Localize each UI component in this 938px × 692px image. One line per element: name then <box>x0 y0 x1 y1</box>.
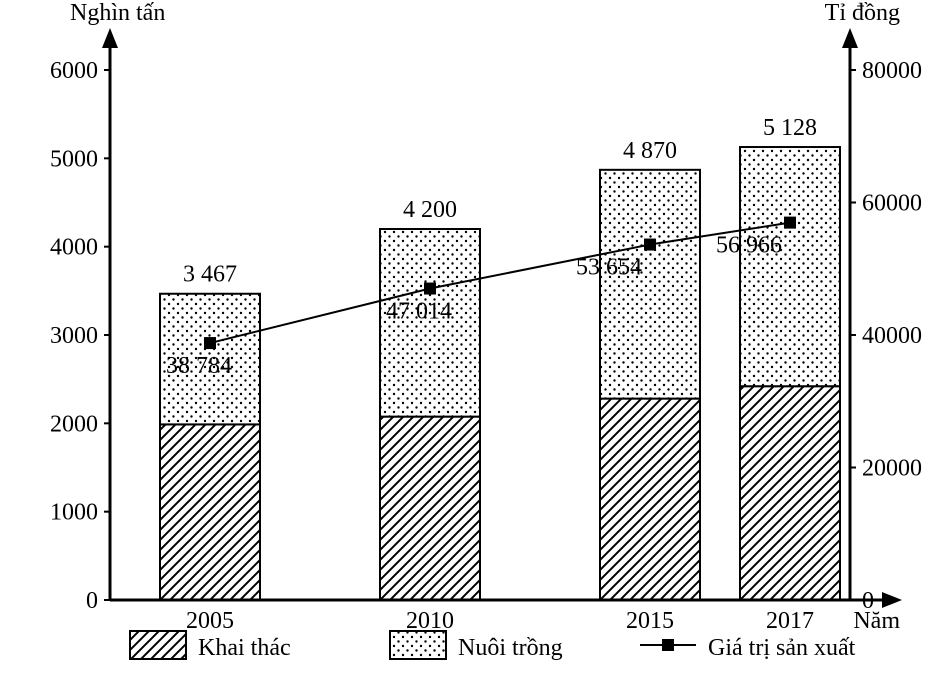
legend-swatch-khai-thac <box>130 631 186 659</box>
x-category-label: 2017 <box>766 608 814 634</box>
legend-label: Nuôi trồng <box>458 635 563 661</box>
bar-total-label: 5 128 <box>763 115 817 141</box>
bar-khai-thac <box>380 417 480 600</box>
y-right-ticks: 020000400006000080000 <box>850 58 922 614</box>
y-left-ticks: 0 1000 2000 3000 4000 5000 6000 <box>50 58 110 614</box>
line-marker <box>424 283 436 295</box>
y-left-tick: 1000 <box>50 500 98 526</box>
y-left-tick: 4000 <box>50 235 98 261</box>
y-right-tick: 40000 <box>862 323 922 349</box>
line-marker <box>784 217 796 229</box>
line-marker <box>644 239 656 251</box>
bar-khai-thac <box>740 386 840 600</box>
y-left-axis-title: Nghìn tấn <box>70 0 165 26</box>
y-left-tick: 2000 <box>50 411 98 437</box>
y-right-tick: 60000 <box>862 191 922 217</box>
chart-container: Nghìn tấn Tỉ đồng Năm 0 1000 2000 3000 4000 5… <box>0 0 938 692</box>
x-axis-title: Năm <box>853 608 900 634</box>
labels-group: 3 467 38 784 4 200 47 014 4 870 53 654 5 128 56… <box>166 115 817 379</box>
legend: Khai thác Nuôi trồng Giá trị sản xuất <box>130 631 856 661</box>
bars-group <box>160 147 840 600</box>
legend-line-marker <box>662 639 674 651</box>
bar-nuoi-trong <box>600 170 700 399</box>
value-line <box>210 223 790 343</box>
line-value-label: 56 966 <box>716 233 782 259</box>
bar-total-label: 4 200 <box>403 197 457 223</box>
y-left-tick: 0 <box>86 588 98 614</box>
x-categories: 2005201020152017 <box>186 608 814 634</box>
y-left-tick: 6000 <box>50 58 98 84</box>
y-right-axis-title: Tỉ đồng <box>825 0 900 26</box>
y-left-tick: 3000 <box>50 323 98 349</box>
y-right-tick: 80000 <box>862 58 922 84</box>
y-right-tick: 20000 <box>862 456 922 482</box>
line-value-label: 38 784 <box>166 353 232 379</box>
bar-total-label: 3 467 <box>183 262 237 288</box>
line-value-label: 53 654 <box>576 255 642 281</box>
legend-label: Giá trị sản xuất <box>708 635 856 661</box>
bar-khai-thac <box>160 424 260 600</box>
legend-label: Khai thác <box>198 635 291 661</box>
line-value-label: 47 014 <box>386 299 452 325</box>
bar-total-label: 4 870 <box>623 138 677 164</box>
bar-khai-thac <box>600 399 700 600</box>
chart-svg: Nghìn tấn Tỉ đồng Năm 0 1000 2000 3000 4000 5… <box>0 0 938 692</box>
x-category-label: 2005 <box>186 608 234 634</box>
legend-swatch-nuoi-trong <box>390 631 446 659</box>
line-marker <box>204 337 216 349</box>
line-group <box>204 217 796 349</box>
x-category-label: 2015 <box>626 608 674 634</box>
bar-nuoi-trong <box>740 147 840 386</box>
y-left-tick: 5000 <box>50 146 98 172</box>
